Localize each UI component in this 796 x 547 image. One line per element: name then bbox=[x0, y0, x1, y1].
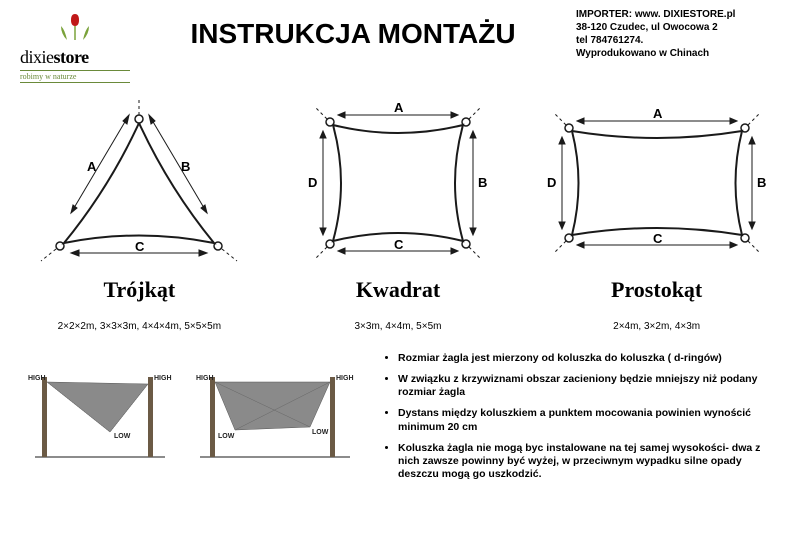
note-item: W związku z krzywiznami obszar zacienion… bbox=[398, 373, 776, 399]
label-b: B bbox=[757, 175, 766, 190]
square-diagram: A B C D bbox=[288, 93, 508, 268]
logo-brand: dixiestore bbox=[20, 47, 130, 68]
label-high: HIGH bbox=[28, 375, 46, 382]
shape-name: Trójkąt bbox=[19, 277, 259, 303]
label-c: C bbox=[394, 237, 404, 252]
shapes-row: A B C Trójkąt 2×2×2m, 3×3×3m, 4×4×4m, 5×… bbox=[0, 83, 796, 332]
page-title: INSTRUKCJA MONTAŻU bbox=[130, 8, 576, 50]
importer-line: 38-120 Czudec, ul Owocowa 2 bbox=[576, 21, 776, 34]
label-high: HIGH bbox=[196, 375, 214, 382]
shape-name: Prostokąt bbox=[537, 277, 777, 303]
shape-sizes: 3×3m, 4×4m, 5×5m bbox=[278, 321, 518, 332]
label-high: HIGH bbox=[336, 375, 354, 382]
shape-rectangle: A B C D Prostokąt 2×4m, 3×2m, 4×3m bbox=[537, 93, 777, 332]
shape-sizes: 2×2×2m, 3×3×3m, 4×4×4m, 5×5×5m bbox=[19, 321, 259, 332]
rectangle-diagram: A B C D bbox=[537, 93, 777, 268]
illustrations: HIGH HIGH LOW HIGH HIGH LOW LOW bbox=[20, 352, 360, 489]
shape-square: A B C D Kwadrat 3×3m, 4×4m, 5×5m bbox=[278, 93, 518, 332]
illus-square-sail: HIGH HIGH LOW LOW bbox=[190, 352, 360, 462]
label-b: B bbox=[181, 159, 190, 174]
label-low: LOW bbox=[218, 433, 235, 440]
logo-brand-bold: store bbox=[54, 47, 89, 67]
label-high: HIGH bbox=[154, 375, 172, 382]
importer-block: IMPORTER: www. DIXIESTORE.pl 38-120 Czud… bbox=[576, 8, 776, 60]
importer-line: IMPORTER: www. DIXIESTORE.pl bbox=[576, 8, 776, 21]
bottom-section: HIGH HIGH LOW HIGH HIGH LOW LOW Rozmiar … bbox=[0, 332, 796, 489]
triangle-diagram: A B C bbox=[29, 93, 249, 268]
note-item: Dystans między koluszkiem a punktem moco… bbox=[398, 407, 776, 433]
label-b: B bbox=[478, 175, 487, 190]
logo: dixiestore robimy w naturze bbox=[20, 8, 130, 83]
importer-line: Wyprodukowano w Chinach bbox=[576, 47, 776, 60]
header: dixiestore robimy w naturze INSTRUKCJA M… bbox=[0, 0, 796, 83]
label-a: A bbox=[653, 106, 663, 121]
label-a: A bbox=[87, 159, 97, 174]
label-low: LOW bbox=[312, 429, 329, 436]
shape-sizes: 2×4m, 3×2m, 4×3m bbox=[537, 321, 777, 332]
label-low: LOW bbox=[114, 433, 131, 440]
notes: Rozmiar żagla jest mierzony od koluszka … bbox=[380, 352, 776, 489]
shape-triangle: A B C Trójkąt 2×2×2m, 3×3×3m, 4×4×4m, 5×… bbox=[19, 93, 259, 332]
label-d: D bbox=[547, 175, 556, 190]
note-item: Koluszka żagla nie mogą byc instalowane … bbox=[398, 442, 776, 481]
label-a: A bbox=[394, 100, 404, 115]
logo-icon bbox=[20, 14, 130, 47]
logo-tagline: robimy w naturze bbox=[20, 70, 130, 83]
shape-name: Kwadrat bbox=[278, 277, 518, 303]
label-d: D bbox=[308, 175, 317, 190]
note-item: Rozmiar żagla jest mierzony od koluszka … bbox=[398, 352, 776, 365]
label-c: C bbox=[135, 239, 145, 254]
illus-triangle-sail: HIGH HIGH LOW bbox=[20, 352, 180, 462]
importer-line: tel 784761274. bbox=[576, 34, 776, 47]
logo-brand-plain: dixie bbox=[20, 47, 54, 67]
label-c: C bbox=[653, 231, 663, 246]
